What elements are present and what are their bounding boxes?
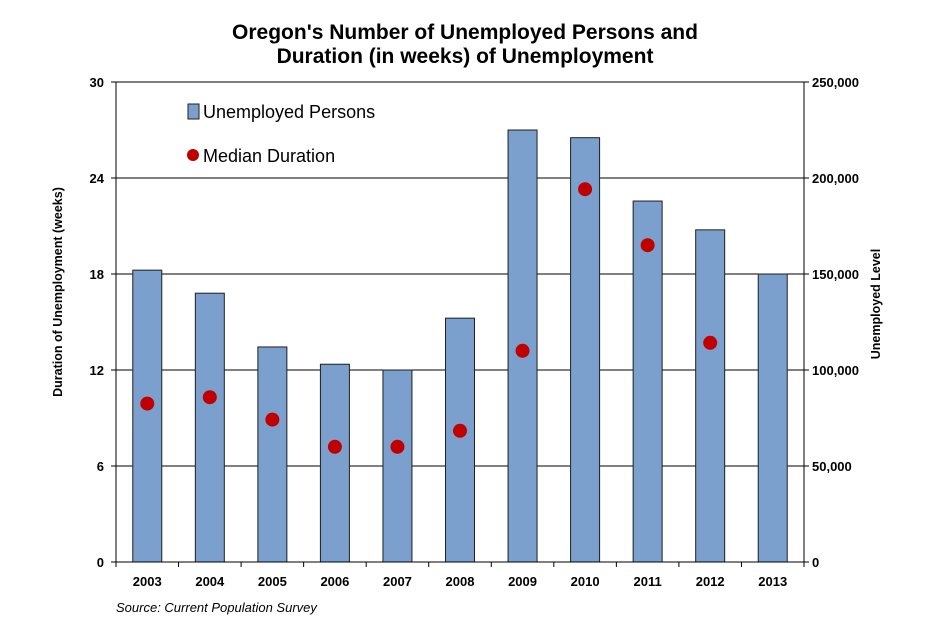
bar-unemployed-2011: [632, 200, 663, 563]
marker-median-duration-2010: [578, 182, 593, 197]
y-right-tick-label: 0: [812, 555, 819, 570]
bar-series-unemployed-persons: [132, 129, 788, 563]
x-tick-label: 2006: [320, 574, 349, 589]
legend-bar-swatch: [187, 103, 200, 120]
bar-unemployed-2005: [257, 346, 288, 563]
legend-marker-swatch: [187, 149, 199, 161]
legend: Unemployed Persons Median Duration: [187, 102, 375, 166]
chart-title-line-2: Duration (in weeks) of Unemployment: [277, 45, 654, 68]
marker-median-duration-2009: [515, 343, 530, 358]
bar-unemployed-2006: [319, 363, 350, 563]
y-right-tick-label: 150,000: [812, 267, 859, 282]
y-right-tick-label: 50,000: [812, 459, 852, 474]
y-right-tick-label: 250,000: [812, 75, 859, 90]
marker-median-duration-2008: [453, 423, 467, 438]
chart-title-line-1: Oregon's Number of Unemployed Persons an…: [232, 21, 698, 44]
bar-unemployed-2004: [194, 292, 225, 563]
y-left-tick-label: 18: [90, 267, 104, 282]
bar-unemployed-2007: [382, 369, 413, 563]
x-tick-label: 2005: [258, 574, 287, 589]
y-axis-right-label: Unemployed Level: [869, 249, 883, 359]
marker-median-duration-2004: [202, 390, 217, 405]
x-tick-label: 2003: [133, 574, 162, 589]
marker-median-duration-2005: [265, 412, 280, 427]
x-tick-label: 2004: [195, 574, 225, 589]
marker-median-duration-2006: [327, 439, 342, 454]
bar-unemployed-2003: [132, 269, 163, 563]
bar-unemployed-2013: [757, 273, 788, 563]
marker-median-duration-2003: [140, 396, 155, 411]
marker-median-duration-2007: [390, 439, 405, 454]
marker-median-duration-2011: [640, 238, 655, 253]
y-left-tick-label: 30: [90, 75, 104, 90]
y-left-tick-label: 12: [90, 363, 104, 378]
x-tick-label: 2009: [508, 574, 537, 589]
x-tick-label: 2012: [696, 574, 725, 589]
legend-label-median-duration: Median Duration: [203, 146, 335, 166]
legend-label-unemployed-persons: Unemployed Persons: [203, 102, 375, 122]
y-right-tick-label: 100,000: [812, 363, 859, 378]
x-tick-label: 2008: [446, 574, 475, 589]
x-tick-label: 2010: [571, 574, 600, 589]
y-left-tick-label: 24: [90, 171, 105, 186]
bar-unemployed-2010: [570, 137, 601, 563]
source-note: Source: Current Population Survey: [116, 600, 318, 615]
y-right-tick-label: 200,000: [812, 171, 859, 186]
axes: 0 6 12 18 24 30 0 50,000 100,000 150,000 200,000 25…: [90, 75, 859, 589]
y-left-tick-label: 0: [97, 555, 104, 570]
x-tick-label: 2011: [634, 574, 662, 589]
marker-median-duration-2012: [703, 335, 718, 350]
bar-unemployed-2012: [695, 229, 726, 563]
y-left-tick-label: 6: [97, 459, 104, 474]
marker-series-median-duration: [140, 182, 718, 454]
x-tick-label: 2013: [758, 574, 787, 589]
gridlines: [116, 81, 804, 467]
bar-unemployed-2008: [445, 317, 475, 563]
y-axis-left-label: Duration of Unemployment (weeks): [51, 187, 65, 397]
x-tick-label: 2007: [383, 574, 412, 589]
